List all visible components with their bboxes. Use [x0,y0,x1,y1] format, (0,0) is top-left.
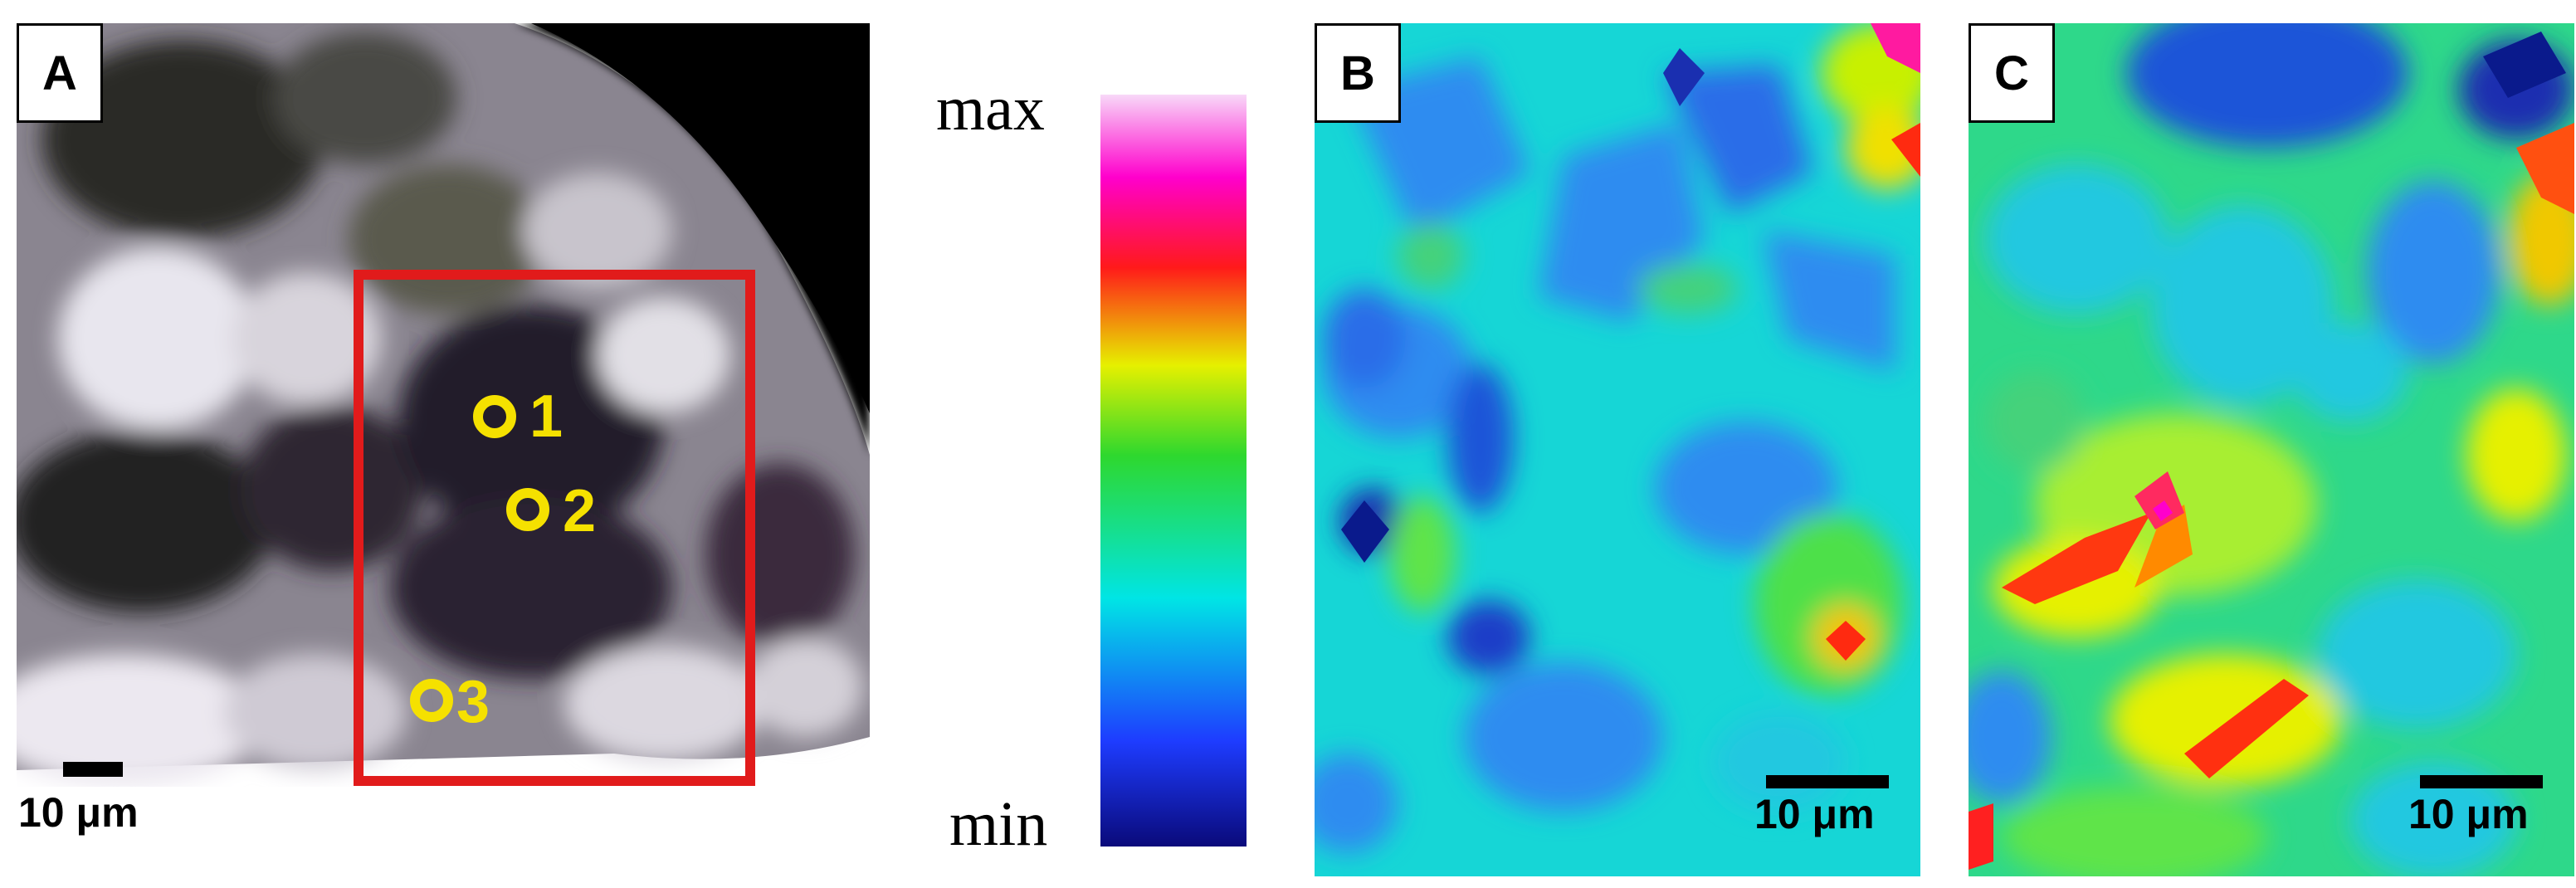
measurement-point-3: 3 [410,669,490,735]
colorbar-min-label: min [949,789,1048,859]
panel-label-c: C [1969,23,2055,123]
intensity-map-panel-c: C [1969,23,2574,876]
svg-text:1: 1 [529,383,563,450]
micrograph-panel-a: 1 2 3 A [17,23,870,787]
scale-label-c: 10 μm [2408,791,2529,837]
scale-bar-c [2420,775,2543,788]
measurement-point-2: 2 [506,478,596,544]
scale-bar-a [63,762,123,777]
measurement-point-1: 1 [473,383,563,450]
intensity-map-panel-b: B [1315,23,1920,876]
scale-label-b: 10 μm [1754,791,1875,837]
svg-text:3: 3 [456,669,490,735]
svg-text:2: 2 [563,478,596,544]
colorbar-max-label: max [936,74,1045,144]
map-image-c [1969,23,2574,876]
panel-label-b: B [1315,23,1401,123]
scale-bar-b [1766,775,1889,788]
colorbar [1100,95,1247,847]
panel-label-a: A [17,23,103,123]
scale-label-a: 10 μm [18,789,139,836]
roi-rectangle [354,270,755,786]
map-image-b [1315,23,1920,876]
micrograph-image: 1 2 3 [17,23,870,787]
